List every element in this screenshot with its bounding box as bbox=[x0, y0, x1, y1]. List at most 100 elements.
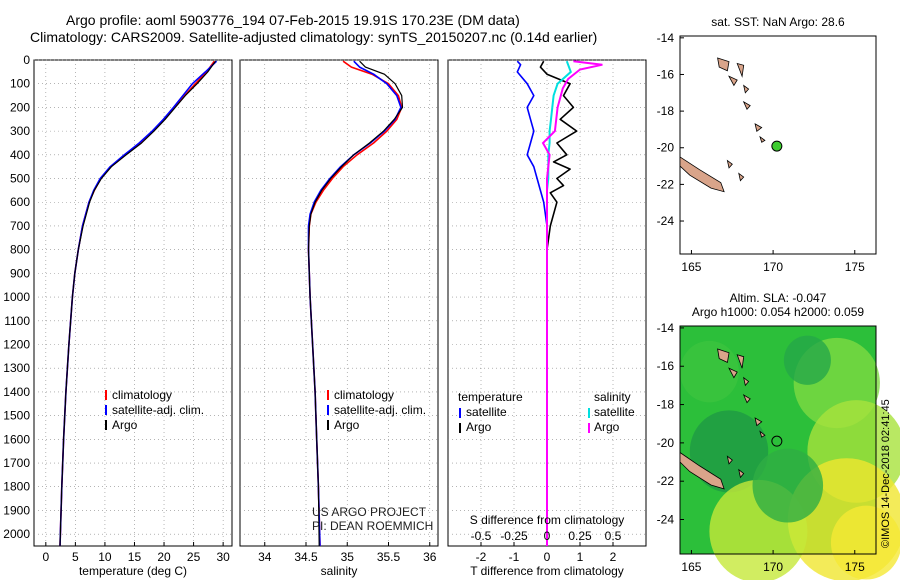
sal-xtick-label: 36 bbox=[423, 550, 437, 564]
temp-xlabel: temperature (deg C) bbox=[79, 564, 187, 578]
sst-map-ytick-label: -24 bbox=[657, 214, 675, 228]
diff-s-satellite-line bbox=[546, 60, 572, 546]
depth-tick-label: 1600 bbox=[3, 432, 30, 446]
sla-map-argo-marker bbox=[771, 435, 783, 447]
sla-map-subtitle: Argo h1000: 0.054 h2000: 0.059 bbox=[692, 305, 864, 319]
depth-tick-label: 1300 bbox=[3, 361, 30, 375]
sst-map-island bbox=[742, 100, 751, 111]
sst-map-xtick-label: 170 bbox=[763, 260, 783, 274]
sst-map-ytick-label: -16 bbox=[657, 67, 675, 81]
sal-xtick-label: 35 bbox=[341, 550, 355, 564]
sal-argo-line bbox=[307, 60, 404, 547]
diff-xtick-label: 0 bbox=[544, 550, 551, 564]
depth-tick-label: 1400 bbox=[3, 385, 30, 399]
depth-tick-label: 1700 bbox=[3, 456, 30, 470]
depth-tick-label: 1500 bbox=[3, 409, 30, 423]
sla-map-ytick-label: -18 bbox=[657, 398, 675, 412]
chart-title-line1: Argo profile: aoml 5903776_194 07-Feb-20… bbox=[66, 12, 520, 28]
diff-legend-t-argo: Argo bbox=[466, 420, 492, 434]
sla-map-sla-anomaly-patch bbox=[783, 335, 831, 385]
sla-map-xtick-label: 170 bbox=[763, 560, 783, 574]
sal-annotation-pi: PI: DEAN ROEMMICH bbox=[312, 519, 433, 533]
temp-legend-item: climatology bbox=[112, 388, 172, 402]
sal-xtick-label: 35.5 bbox=[377, 550, 401, 564]
diff-xtick2-label: -0.5 bbox=[471, 529, 492, 543]
depth-tick-label: 600 bbox=[10, 195, 30, 209]
temp-climatology-line bbox=[59, 60, 215, 547]
sst-map-xtick-label: 165 bbox=[681, 260, 701, 274]
diff-xtick-label: 2 bbox=[610, 550, 617, 564]
sst-map-island bbox=[738, 172, 745, 182]
sal-annotation-project: US ARGO PROJECT bbox=[312, 505, 427, 519]
sst-map-ytick-label: -14 bbox=[657, 31, 675, 45]
temp-satellite-line bbox=[59, 60, 218, 547]
sla-map-ytick-label: -22 bbox=[657, 474, 675, 488]
sla-map-xtick-label: 165 bbox=[681, 560, 701, 574]
temp-legend-item: Argo bbox=[112, 418, 138, 432]
sal-climatology-line bbox=[307, 60, 403, 547]
chart-title-line2: Climatology: CARS2009. Satellite-adjuste… bbox=[30, 29, 598, 45]
diff-legend-s-satellite: satellite bbox=[594, 405, 635, 419]
depth-tick-label: 100 bbox=[10, 77, 30, 91]
temp-frame bbox=[33, 59, 233, 547]
depth-tick-label: 300 bbox=[10, 124, 30, 138]
depth-tick-label: 200 bbox=[10, 100, 30, 114]
sla-map-island bbox=[717, 348, 730, 363]
diff-s-argo-line bbox=[541, 60, 603, 546]
depth-tick-label: 1000 bbox=[3, 290, 30, 304]
sst-map-island bbox=[736, 62, 745, 78]
sst-map-island bbox=[743, 84, 750, 94]
sst-map-island bbox=[717, 57, 730, 72]
depth-tick-label: 800 bbox=[10, 243, 30, 257]
sal-legend-item: satellite-adj. clim. bbox=[334, 403, 426, 417]
sal-xtick-label: 34 bbox=[258, 550, 272, 564]
temp-xtick-label: 25 bbox=[187, 550, 201, 564]
temp-xtick-label: 5 bbox=[72, 550, 79, 564]
diff-xtick2-label: 0.5 bbox=[605, 529, 622, 543]
temp-xtick-label: 20 bbox=[157, 550, 171, 564]
sla-map-island bbox=[754, 417, 763, 427]
diff-legend-t-satellite: satellite bbox=[466, 405, 507, 419]
sla-map-ytick-label: -14 bbox=[657, 321, 675, 335]
sla-map-sla-anomaly-patch bbox=[752, 448, 824, 523]
sla-map-island bbox=[759, 430, 766, 438]
depth-tick-label: 500 bbox=[10, 172, 30, 186]
sst-map-xtick-label: 175 bbox=[845, 260, 865, 274]
depth-tick-label: 700 bbox=[10, 219, 30, 233]
sal-frame bbox=[239, 59, 439, 547]
sst-map-title: sat. SST: NaN Argo: 28.6 bbox=[711, 15, 845, 29]
sla-map-island bbox=[736, 354, 745, 369]
sal-legend-item: climatology bbox=[334, 388, 394, 402]
diff-legend-s-title: salinity bbox=[594, 390, 631, 404]
sst-map-frame bbox=[679, 35, 877, 255]
diff-t-satellite-line bbox=[516, 60, 548, 546]
sla-map-island bbox=[738, 468, 745, 479]
depth-tick-label: 0 bbox=[23, 53, 30, 67]
depth-tick-label: 1900 bbox=[3, 503, 30, 517]
imos-watermark: ©IMOS 14-Dec-2018 02:41:45 bbox=[880, 399, 892, 548]
depth-tick-label: 1800 bbox=[3, 480, 30, 494]
sla-map-island bbox=[726, 455, 733, 465]
sla-map-island bbox=[743, 376, 750, 387]
diff-xtick2-label: 0.25 bbox=[568, 529, 592, 543]
diff-xtick2-label: 0 bbox=[544, 529, 551, 543]
diff-xtick-label: -2 bbox=[476, 550, 487, 564]
sst-map-ytick-label: -22 bbox=[657, 177, 675, 191]
sst-map-ytick-label: -18 bbox=[657, 104, 675, 118]
depth-tick-label: 1100 bbox=[4, 314, 30, 328]
sal-xtick-label: 34.5 bbox=[294, 550, 318, 564]
diff-xtick2-label: -0.25 bbox=[500, 529, 528, 543]
sst-map-island bbox=[728, 75, 738, 87]
diff-legend-t-title: temperature bbox=[458, 390, 523, 404]
sal-legend-item: Argo bbox=[334, 418, 360, 432]
depth-tick-label: 2000 bbox=[3, 527, 30, 541]
sla-map-island bbox=[742, 394, 751, 404]
temp-xtick-label: 15 bbox=[128, 550, 142, 564]
diff-xlabel: T difference from climatology bbox=[470, 564, 624, 578]
diff-legend-s-argo: Argo bbox=[594, 420, 620, 434]
diff-xlabel2: S difference from climatology bbox=[470, 513, 625, 527]
temp-argo-line bbox=[59, 60, 216, 547]
diff-xtick-label: 1 bbox=[577, 550, 584, 564]
sla-map-ytick-label: -24 bbox=[657, 513, 675, 527]
